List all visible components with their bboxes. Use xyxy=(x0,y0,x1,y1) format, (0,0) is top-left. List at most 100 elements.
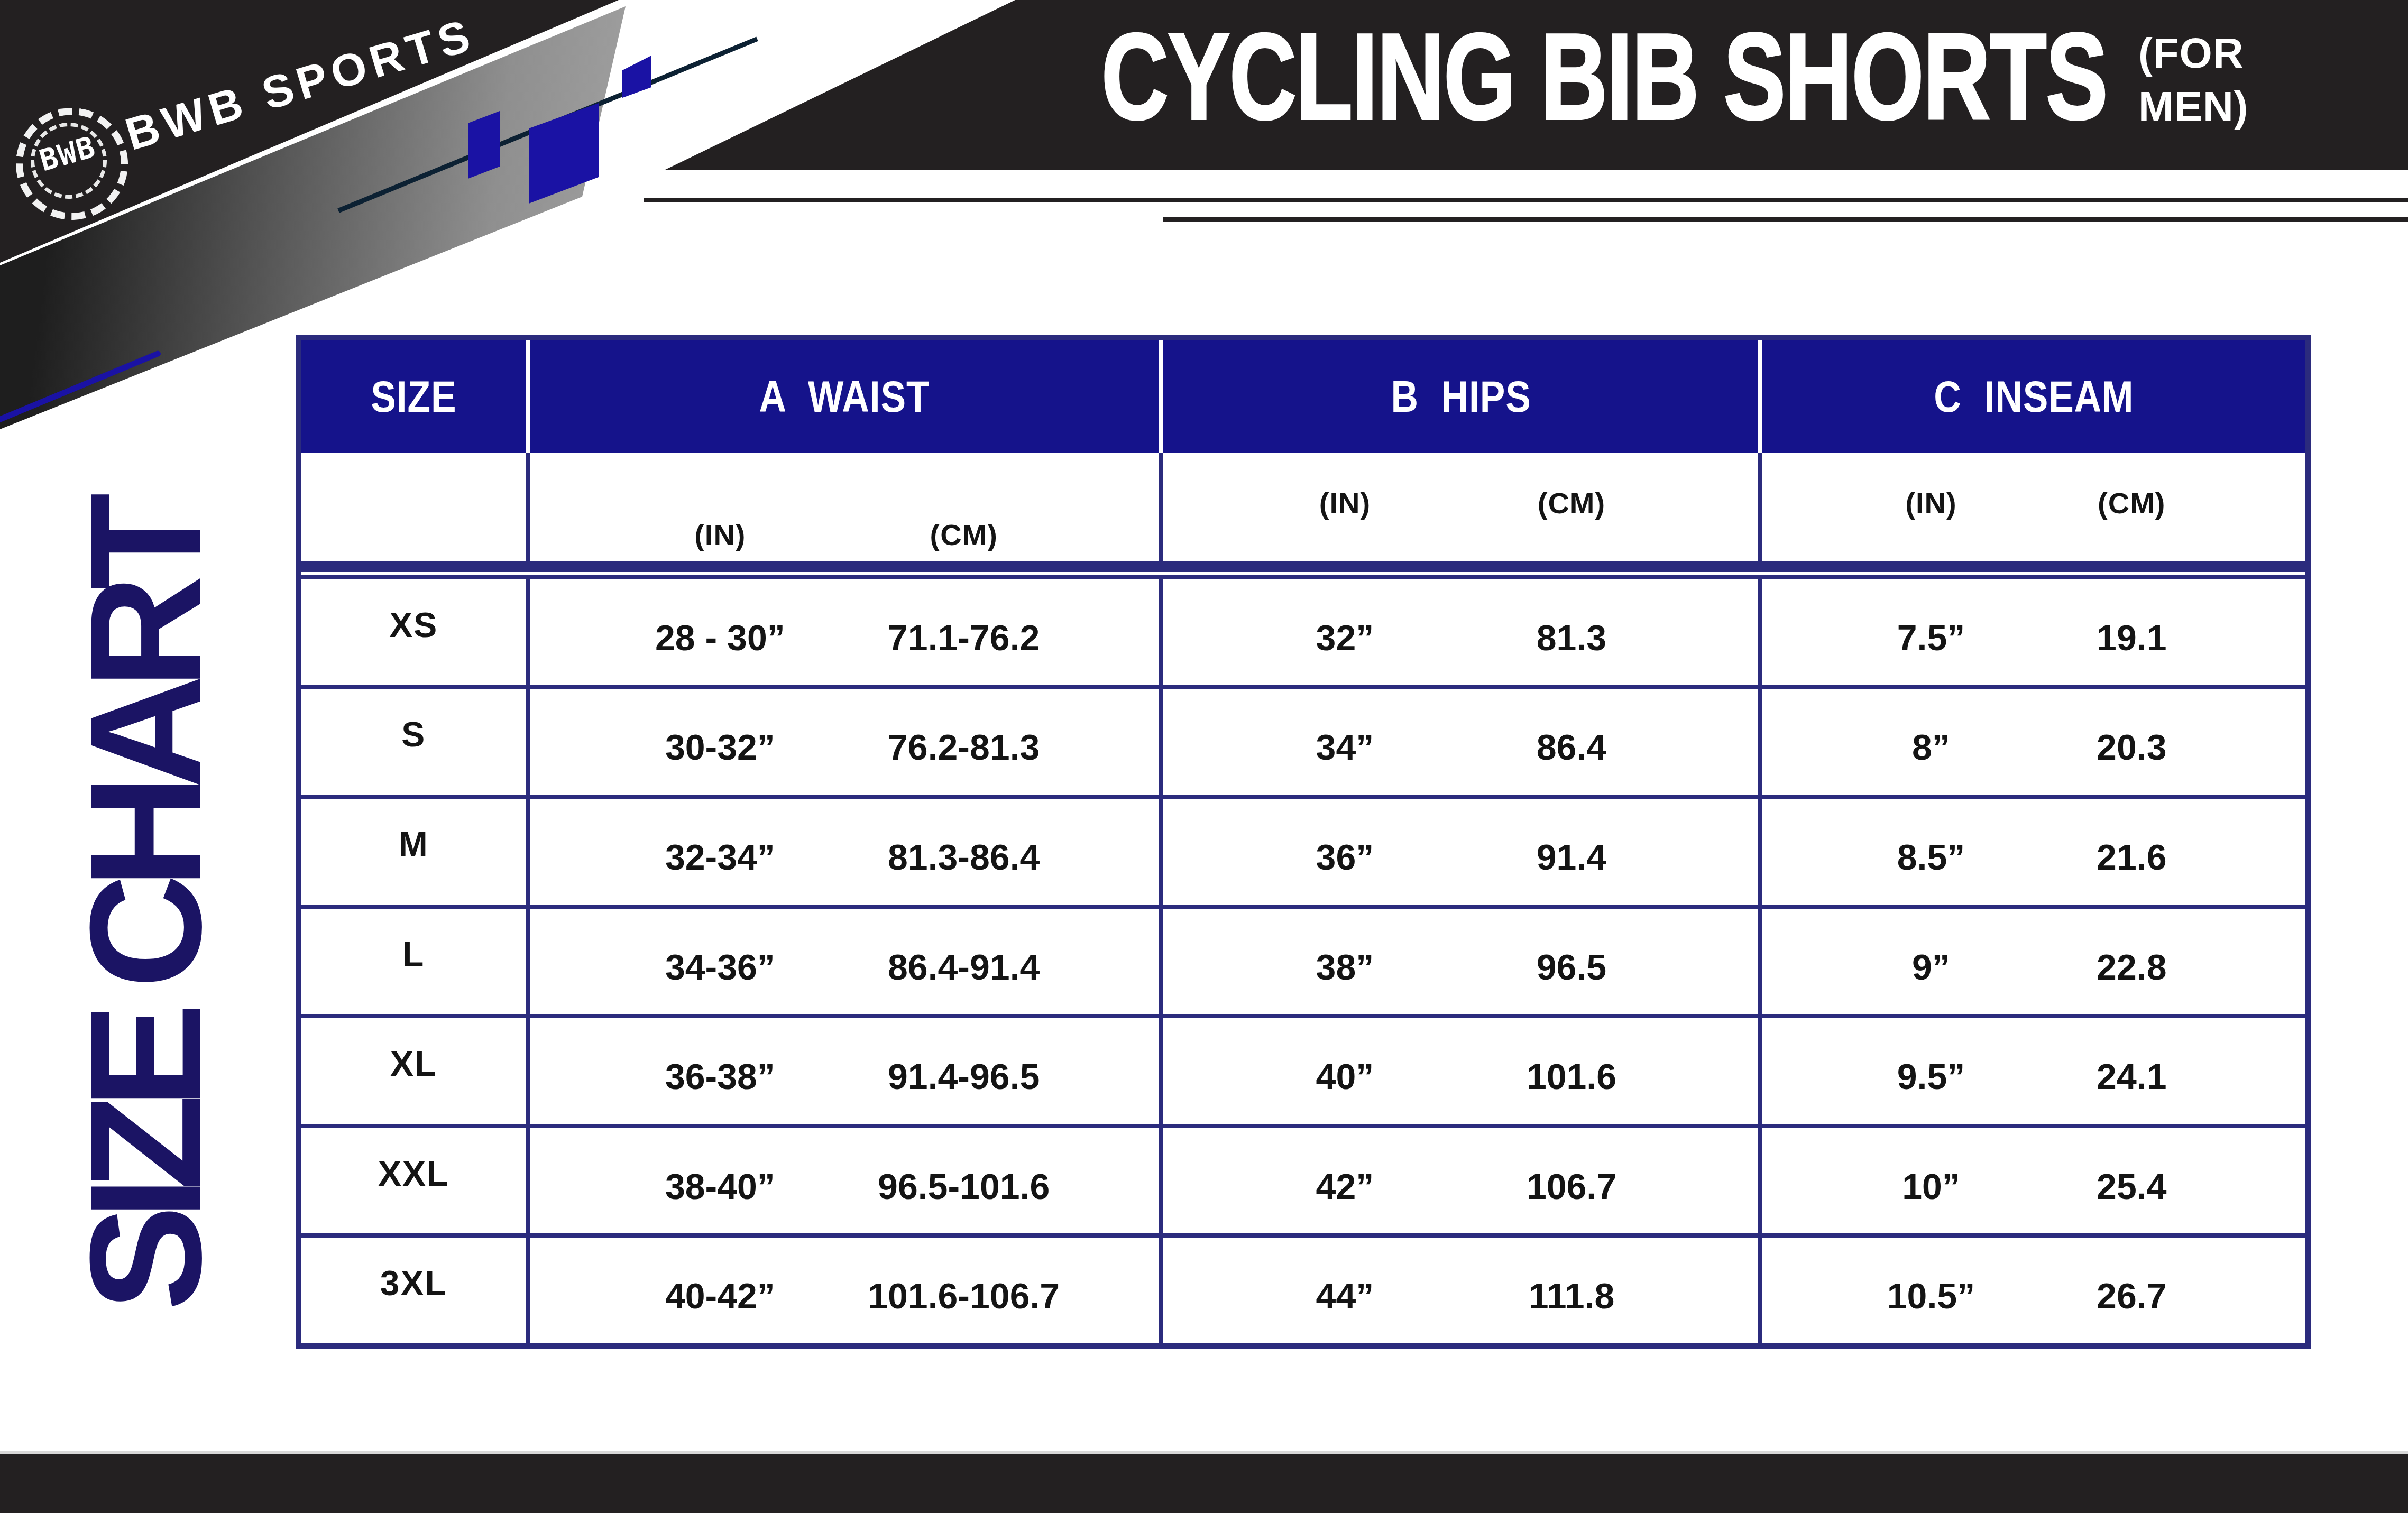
inseam-in-value: 8” xyxy=(1912,726,1950,768)
waist-cell: 38-40” 96.5-101.6 xyxy=(526,1128,1159,1234)
waist-in-value: 30-32” xyxy=(665,726,775,768)
waist-in-value: 28 - 30” xyxy=(655,617,785,658)
table-row: XL36-38”91.4-96.540”101.69.5”24.1 xyxy=(301,1014,2305,1124)
inseam-in-value: 8.5” xyxy=(1897,836,1965,878)
waist-cm-value: 86.4-91.4 xyxy=(888,946,1040,988)
waist-in-value: 34-36” xyxy=(665,946,775,988)
inseam-in-value: 10” xyxy=(1902,1166,1960,1207)
hips-in-value: 34” xyxy=(1316,726,1374,768)
hips-cell: 36” 91.4 xyxy=(1159,799,1758,905)
bottom-black-bar xyxy=(0,1451,2408,1513)
inseam-cell: 8.5” 21.6 xyxy=(1758,799,2305,905)
page-subtitle-line1: (FOR xyxy=(2138,26,2248,80)
page-title: CYCLING BIB SHORTS xyxy=(1101,16,2107,137)
hips-cm-value: 96.5 xyxy=(1537,946,1606,988)
hips-in-value: 44” xyxy=(1316,1275,1374,1316)
size-cell-value: XL xyxy=(390,1044,437,1084)
table-row: L 34-36” 86.4-91.4 38” 96.5 9” 22.8 xyxy=(301,905,2305,1014)
waist-cell: 40-42” 101.6-106.7 xyxy=(526,1238,1159,1343)
inseam-cell: 8” 20.3 xyxy=(1758,689,2305,795)
waist-cell: 28 - 30”71.1-76.2 xyxy=(526,579,1159,685)
size-cell: 3XL xyxy=(301,1238,526,1343)
hips-cm-value: 86.4 xyxy=(1537,726,1606,768)
size-cell: S xyxy=(301,689,526,795)
units-cell-inseam: (IN) (CM) xyxy=(1758,453,2305,561)
page-subtitle: (FOR MEN) xyxy=(2138,26,2248,133)
inseam-cm-value: 25.4 xyxy=(2097,1166,2166,1207)
header-label-inseam: C INSEAM xyxy=(1934,371,2134,422)
waist-cm-value: 76.2-81.3 xyxy=(888,726,1040,768)
size-cell-value: XXL xyxy=(378,1154,449,1194)
hips-cm-value: 111.8 xyxy=(1529,1275,1615,1316)
waist-cell: 34-36” 86.4-91.4 xyxy=(526,909,1159,1014)
header-cell-inseam: C INSEAM xyxy=(1758,340,2305,453)
hips-in-value: 36” xyxy=(1316,836,1374,878)
waist-cell: 32-34”81.3-86.4 xyxy=(526,799,1159,905)
size-table: SIZE A WAIST B HIPS C INSEAM (IN) (CM) xyxy=(296,335,2311,1349)
hips-cell: 34” 86.4 xyxy=(1159,689,1758,795)
waist-in-value: 40-42” xyxy=(665,1275,775,1316)
inseam-cell: 7.5”19.1 xyxy=(1758,579,2305,685)
hips-unit-cm: (CM) xyxy=(1538,486,1605,520)
waist-cm-value: 96.5-101.6 xyxy=(878,1166,1050,1207)
inseam-cm-value: 22.8 xyxy=(2097,946,2166,988)
table-row: M32-34”81.3-86.4 36” 91.4 8.5” 21.6 xyxy=(301,795,2305,905)
inseam-cm-value: 19.1 xyxy=(2097,617,2166,658)
waist-unit-cm: (CM) xyxy=(930,518,997,552)
waist-unit-in: (IN) xyxy=(694,518,746,552)
size-cell: L xyxy=(301,909,526,1014)
hips-in-value: 42” xyxy=(1316,1166,1374,1207)
hips-cm-value: 106.7 xyxy=(1527,1166,1616,1207)
inseam-cm-value: 24.1 xyxy=(2097,1056,2166,1097)
hips-in-value: 32” xyxy=(1316,617,1374,658)
table-row: XXL 38-40” 96.5-101.6 42” 106.7 10” 25.4 xyxy=(301,1124,2305,1234)
size-cell-value: S xyxy=(401,714,426,754)
hips-cell: 44” 111.8 xyxy=(1159,1238,1758,1343)
hips-cm-value: 91.4 xyxy=(1537,836,1606,878)
hips-in-value: 40” xyxy=(1316,1056,1374,1097)
size-cell: M xyxy=(301,799,526,905)
units-cell-empty xyxy=(301,453,526,561)
inseam-unit-cm: (CM) xyxy=(2098,486,2165,520)
table-units-row: (IN) (CM) (IN) (CM) (IN) (CM) xyxy=(301,453,2305,572)
inseam-unit-in: (IN) xyxy=(1905,486,1956,520)
inseam-in-value: 9” xyxy=(1912,946,1950,988)
waist-cm-value: 91.4-96.5 xyxy=(888,1056,1040,1097)
header-label-hips: B HIPS xyxy=(1391,371,1531,422)
horizontal-rule-2 xyxy=(1163,217,2408,222)
header-cell-size: SIZE xyxy=(301,340,526,453)
hips-cell: 40” 101.6 xyxy=(1159,1018,1758,1124)
brand-banner-text: BWB SPORTS xyxy=(120,10,480,158)
waist-in-value: 32-34” xyxy=(665,836,775,878)
hips-cell: 32” 81.3 xyxy=(1159,579,1758,685)
table-row: XS 28 - 30”71.1-76.2 32” 81.3 7.5”19.1 xyxy=(301,575,2305,685)
hips-in-value: 38” xyxy=(1316,946,1374,988)
inseam-cell: 10.5” 26.7 xyxy=(1758,1238,2305,1343)
table-row: 3XL 40-42” 101.6-106.7 44” 111.8 10.5” 26.7 xyxy=(301,1233,2305,1343)
hips-cm-value: 101.6 xyxy=(1527,1056,1616,1097)
inseam-cell: 10” 25.4 xyxy=(1758,1128,2305,1234)
size-cell-value: XS xyxy=(389,605,438,645)
header-label-waist: A WAIST xyxy=(759,371,930,422)
waist-in-value: 38-40” xyxy=(665,1166,775,1207)
units-cell-hips: (IN) (CM) xyxy=(1159,453,1758,561)
hips-cell: 42” 106.7 xyxy=(1159,1128,1758,1234)
header-cell-waist: A WAIST xyxy=(526,340,1159,453)
page-subtitle-line2: MEN) xyxy=(2138,80,2248,133)
inseam-cell: 9.5”24.1 xyxy=(1758,1018,2305,1124)
inseam-cm-value: 21.6 xyxy=(2097,836,2166,878)
header-cell-hips: B HIPS xyxy=(1159,340,1758,453)
size-chart-page: BWB BWB SPORTS CYCLING BIB SHORTS (FOR M… xyxy=(0,0,2408,1513)
inseam-cell: 9” 22.8 xyxy=(1758,909,2305,1014)
table-row: S 30-32” 76.2-81.3 34” 86.4 8” 20.3 xyxy=(301,685,2305,795)
inseam-cm-value: 26.7 xyxy=(2097,1275,2166,1316)
waist-cm-value: 101.6-106.7 xyxy=(868,1275,1060,1316)
inseam-in-value: 10.5” xyxy=(1887,1275,1975,1316)
hips-cm-value: 81.3 xyxy=(1537,617,1606,658)
table-body: XS 28 - 30”71.1-76.2 32” 81.3 7.5”19.1 S 30-32… xyxy=(301,575,2305,1343)
size-cell: XS xyxy=(301,579,526,685)
header-label-size: SIZE xyxy=(371,371,456,422)
size-cell-value: 3XL xyxy=(380,1263,447,1303)
hips-unit-in: (IN) xyxy=(1319,486,1371,520)
inseam-cm-value: 20.3 xyxy=(2097,726,2166,768)
